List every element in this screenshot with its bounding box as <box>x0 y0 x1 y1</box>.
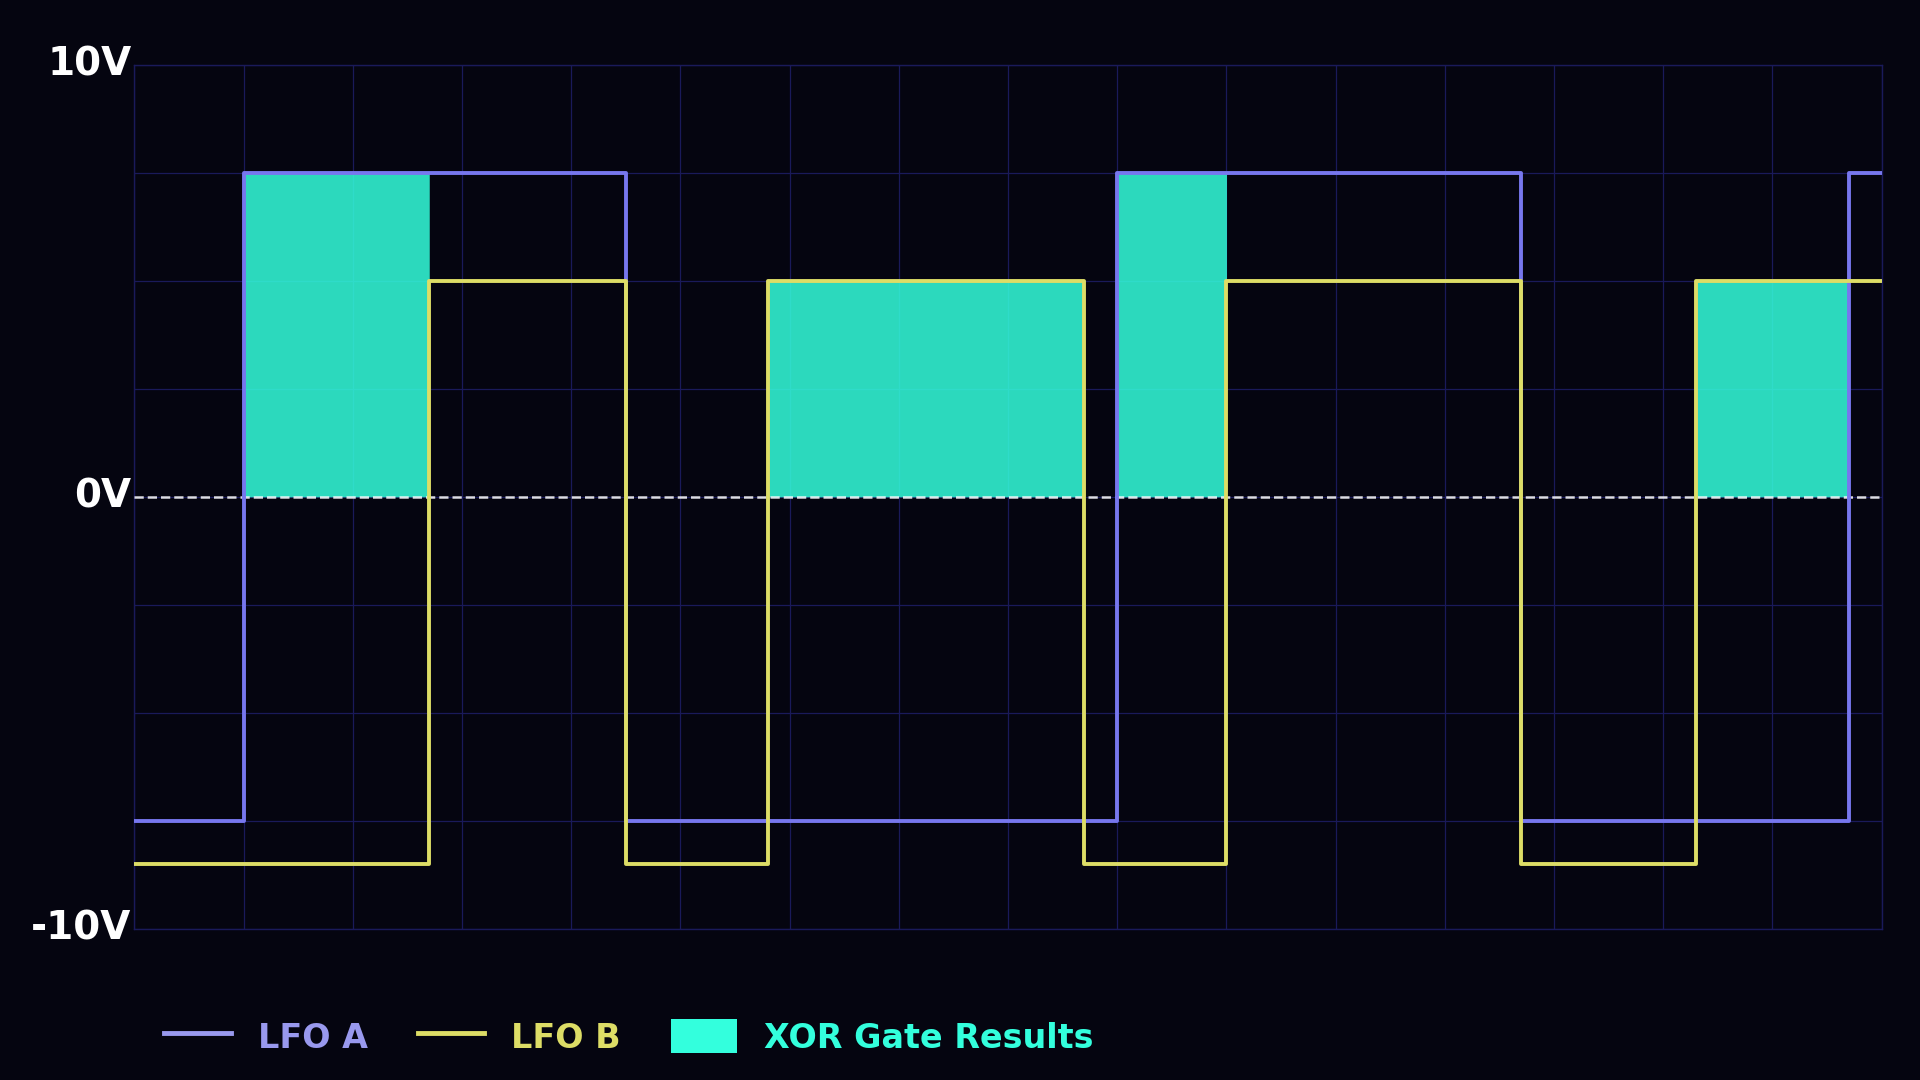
Legend: LFO A, LFO B, XOR Gate Results: LFO A, LFO B, XOR Gate Results <box>152 1005 1106 1068</box>
Text: 0V: 0V <box>75 477 132 516</box>
Text: -10V: -10V <box>31 909 132 948</box>
Text: 10V: 10V <box>48 45 132 84</box>
